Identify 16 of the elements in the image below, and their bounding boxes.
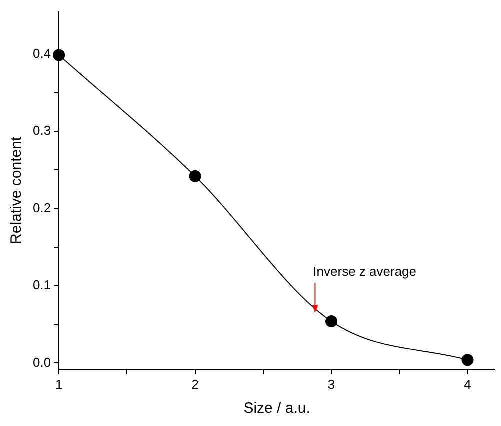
x-tick-label: 2 [192, 376, 199, 392]
x-axis-title: Size / a.u. [244, 400, 310, 418]
point [326, 316, 338, 328]
y-tick-label: 0.4 [32, 46, 52, 62]
x-tick-label: 3 [328, 376, 336, 392]
point [189, 170, 202, 182]
y-tick-label: 0.3 [32, 123, 52, 138]
annotation: Inverse z average [313, 264, 417, 280]
y-tick-label: 0.1 [32, 278, 52, 293]
y-axis-title: Relative content [8, 136, 26, 244]
y-tick-label: 0.2 [32, 200, 52, 216]
point [462, 354, 474, 366]
y-tick-label: 0.0 [32, 354, 52, 370]
x-tick-label: 1 [55, 376, 63, 392]
point [53, 49, 66, 62]
x-tick-label: 4 [464, 376, 472, 392]
